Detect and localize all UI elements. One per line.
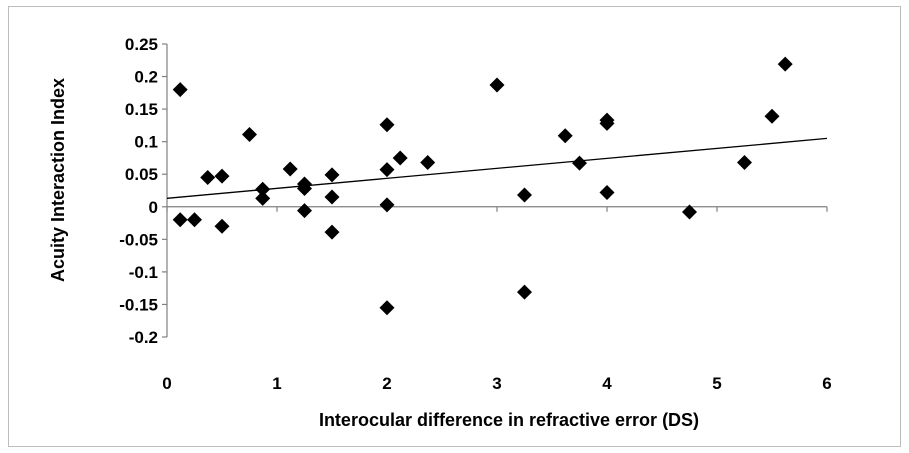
data-point <box>283 162 298 177</box>
data-point <box>215 169 230 184</box>
data-point <box>242 127 257 142</box>
y-tick-label: -0.15 <box>119 295 158 314</box>
data-point <box>173 82 188 97</box>
data-point <box>325 225 340 240</box>
y-axis-title: Acuity Interaction Index <box>48 78 68 282</box>
scatter-chart: -0.2 -0.15 -0.1 -0.05 0 0.05 0.1 0.15 0.2 0.25 0 1 2… <box>9 7 902 448</box>
x-tick-label: 6 <box>822 374 831 393</box>
y-tick-label: 0.05 <box>125 165 158 184</box>
x-tick-label: 1 <box>272 374 281 393</box>
x-tick-label: 2 <box>382 374 391 393</box>
data-point <box>490 78 505 93</box>
y-tick-label: -0.05 <box>119 230 158 249</box>
x-tick-label: 3 <box>492 374 501 393</box>
data-point <box>380 197 395 212</box>
data-point <box>215 219 230 234</box>
y-tick-label: 0 <box>149 198 158 217</box>
tick-labels: -0.2 -0.15 -0.1 -0.05 0 0.05 0.1 0.15 0.2 0.25 0 1 2… <box>119 35 831 393</box>
data-points <box>173 57 793 316</box>
data-point <box>393 150 408 165</box>
data-point <box>297 203 312 218</box>
data-point <box>600 185 615 200</box>
data-point <box>255 191 270 206</box>
data-point <box>380 300 395 315</box>
y-tick-label: 0.2 <box>134 68 158 87</box>
data-point <box>572 156 587 171</box>
y-tick-label: 0.25 <box>125 35 158 54</box>
data-point <box>517 188 532 203</box>
data-point <box>778 57 793 72</box>
data-point <box>765 109 780 124</box>
y-tick-label: -0.1 <box>129 263 158 282</box>
x-tick-label: 5 <box>712 374 721 393</box>
data-point <box>420 155 435 170</box>
data-point <box>200 170 215 185</box>
data-point <box>380 117 395 132</box>
data-point <box>325 190 340 205</box>
data-point <box>173 212 188 227</box>
data-point <box>325 167 340 182</box>
data-point <box>737 155 752 170</box>
data-point <box>380 162 395 177</box>
x-axis-title: Interocular difference in refractive err… <box>319 410 699 430</box>
data-point <box>187 212 202 227</box>
x-tick-label: 0 <box>162 374 171 393</box>
chart-frame: -0.2 -0.15 -0.1 -0.05 0 0.05 0.1 0.15 0.2 0.25 0 1 2… <box>8 6 901 447</box>
y-tick-label: -0.2 <box>129 328 158 347</box>
y-tick-label: 0.15 <box>125 100 158 119</box>
data-point <box>517 285 532 300</box>
x-tick-label: 4 <box>602 374 612 393</box>
data-point <box>558 128 573 143</box>
y-tick-label: 0.1 <box>134 133 158 152</box>
